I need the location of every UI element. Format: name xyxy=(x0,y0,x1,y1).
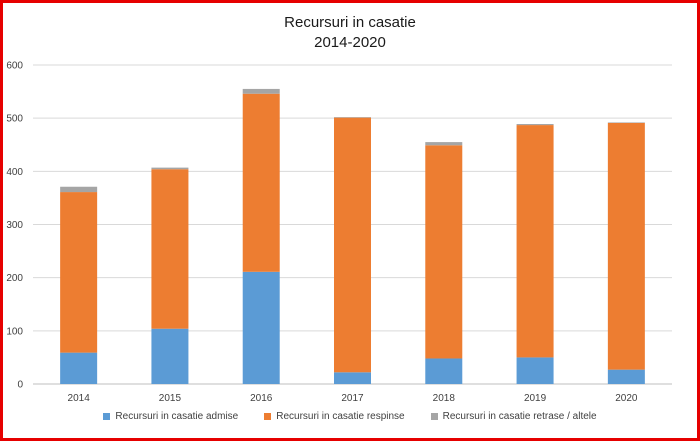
bar-2014-series-2 xyxy=(60,192,98,353)
chart-title-line-2: 2014-2020 xyxy=(314,34,386,51)
y-tick-label: 500 xyxy=(6,114,23,125)
chart-title-line-1: Recursuri in casatie xyxy=(284,14,416,31)
bar-2015-series-1 xyxy=(151,328,189,384)
bar-2015-series-2 xyxy=(151,169,189,329)
x-tick-label: 2020 xyxy=(615,393,638,404)
legend-label-retrase: Recursuri in casatie retrase / altele xyxy=(442,411,597,422)
bar-2020-series-3 xyxy=(607,122,645,123)
y-tick-label: 300 xyxy=(6,220,23,231)
legend-item-retrase: Recursuri in casatie retrase / altele xyxy=(430,411,597,422)
bar-2017-series-2 xyxy=(334,117,371,373)
legend-label-admise: Recursuri in casatie admise xyxy=(115,411,239,422)
bar-2016-series-2 xyxy=(242,93,280,272)
x-tick-label: 2019 xyxy=(524,393,547,404)
bar-2015-series-3 xyxy=(151,167,189,170)
bar-2017-series-1 xyxy=(334,372,371,384)
y-tick-label: 600 xyxy=(6,61,23,72)
y-tick-label: 400 xyxy=(6,167,23,178)
bar-2018-series-3 xyxy=(425,142,463,146)
bars xyxy=(60,88,645,384)
bar-2020-series-2 xyxy=(607,122,645,370)
x-tick-label: 2017 xyxy=(341,393,364,404)
x-tick-label: 2015 xyxy=(159,393,182,404)
bar-2019-series-3 xyxy=(516,124,554,126)
legend-swatch-respinse xyxy=(264,413,272,420)
legend-item-respinse: Recursuri in casatie respinse xyxy=(264,411,405,422)
legend: Recursuri in casatie admise Recursuri in… xyxy=(0,411,700,422)
legend-label-respinse: Recursuri in casatie respinse xyxy=(276,411,405,422)
x-axis: 2014 2015 2016 2017 2018 2019 2020 xyxy=(68,393,638,404)
bar-2016-series-1 xyxy=(242,271,280,384)
y-axis: 0 100 200 300 400 500 600 xyxy=(6,61,23,391)
legend-swatch-admise xyxy=(103,413,111,420)
bar-2018-series-1 xyxy=(425,358,463,384)
bar-2020-series-1 xyxy=(607,369,645,384)
legend-swatch-retrase xyxy=(430,413,438,420)
x-tick-label: 2014 xyxy=(68,393,91,404)
bar-2016-series-3 xyxy=(242,88,280,94)
bar-2019-series-1 xyxy=(516,357,554,384)
bar-2018-series-2 xyxy=(425,145,463,359)
y-tick-label: 200 xyxy=(6,273,23,284)
x-tick-label: 2018 xyxy=(433,393,456,404)
bar-2017-series-3 xyxy=(334,117,371,118)
bar-2014-series-3 xyxy=(60,186,98,193)
legend-item-admise: Recursuri in casatie admise xyxy=(103,411,238,422)
bar-2019-series-2 xyxy=(516,125,554,358)
y-tick-label: 100 xyxy=(6,326,23,337)
y-tick-label: 0 xyxy=(17,380,23,391)
x-tick-label: 2016 xyxy=(250,393,273,404)
bar-2014-series-1 xyxy=(60,352,98,384)
